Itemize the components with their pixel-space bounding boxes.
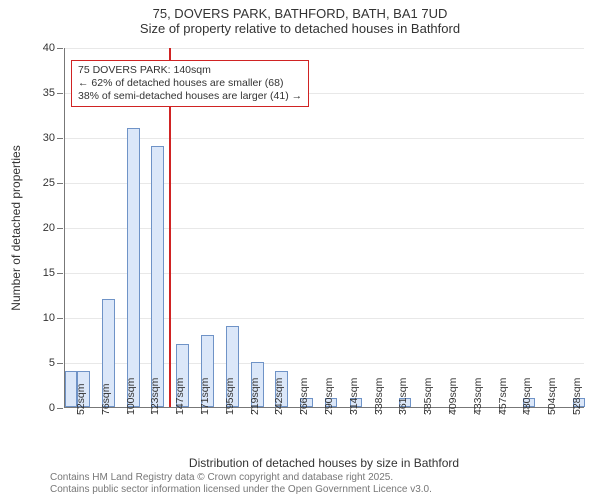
annotation-box: 75 DOVERS PARK: 140sqm ← 62% of detached… xyxy=(71,60,309,107)
y-tick-label: 30 xyxy=(43,132,65,144)
y-axis-title: Number of detached properties xyxy=(9,145,23,310)
title-address: 75, DOVERS PARK, BATHFORD, BATH, BA1 7UD xyxy=(0,6,600,21)
y-tick-label: 0 xyxy=(49,402,65,414)
x-tick-label: 409sqm xyxy=(447,378,459,415)
x-tick-label: 457sqm xyxy=(497,378,509,415)
gridline xyxy=(65,318,584,319)
annotation-line-2: ← 62% of detached houses are smaller (68… xyxy=(78,77,302,90)
gridline xyxy=(65,138,584,139)
x-tick-label: 195sqm xyxy=(224,378,236,415)
gridline xyxy=(65,48,584,49)
x-tick-label: 123sqm xyxy=(149,378,161,415)
x-tick-label: 219sqm xyxy=(249,378,261,415)
y-tick-label: 10 xyxy=(43,312,65,324)
y-tick-label: 25 xyxy=(43,177,65,189)
y-tick-label: 20 xyxy=(43,222,65,234)
x-tick-label: 76sqm xyxy=(100,383,112,415)
annotation-line-1: 75 DOVERS PARK: 140sqm xyxy=(78,64,302,77)
footer-line-2: Contains public sector information licen… xyxy=(50,484,432,496)
gridline xyxy=(65,183,584,184)
y-tick-label: 35 xyxy=(43,87,65,99)
y-tick-label: 40 xyxy=(43,42,65,54)
y-tick-label: 5 xyxy=(49,357,65,369)
histogram-bar xyxy=(151,146,163,407)
plot-area: 0510152025303540 75 DOVERS PARK: 140sqm … xyxy=(64,48,584,408)
x-tick-label: 100sqm xyxy=(125,378,137,415)
gridline xyxy=(65,363,584,364)
y-tick-label: 15 xyxy=(43,267,65,279)
title-subtitle: Size of property relative to detached ho… xyxy=(0,21,600,36)
x-tick-label: 242sqm xyxy=(273,378,285,415)
x-axis-title: Distribution of detached houses by size … xyxy=(64,456,584,470)
x-tick-label: 338sqm xyxy=(373,378,385,415)
histogram-bar xyxy=(127,128,139,407)
x-tick-label: 504sqm xyxy=(546,378,558,415)
chart-container: 75, DOVERS PARK, BATHFORD, BATH, BA1 7UD… xyxy=(0,0,600,500)
x-tick-label: 314sqm xyxy=(348,378,360,415)
footer-attribution: Contains HM Land Registry data © Crown c… xyxy=(50,472,432,496)
annotation-line-3: 38% of semi-detached houses are larger (… xyxy=(78,90,302,103)
x-tick-label: 480sqm xyxy=(521,378,533,415)
x-tick-label: 528sqm xyxy=(571,378,583,415)
x-tick-label: 171sqm xyxy=(199,378,211,415)
footer-line-1: Contains HM Land Registry data © Crown c… xyxy=(50,472,432,484)
x-tick-label: 52sqm xyxy=(75,383,87,415)
gridline xyxy=(65,273,584,274)
x-tick-label: 290sqm xyxy=(323,378,335,415)
x-tick-label: 147sqm xyxy=(174,378,186,415)
x-tick-label: 433sqm xyxy=(472,378,484,415)
x-tick-label: 266sqm xyxy=(298,378,310,415)
title-block: 75, DOVERS PARK, BATHFORD, BATH, BA1 7UD… xyxy=(0,6,600,36)
x-tick-label: 361sqm xyxy=(397,378,409,415)
gridline xyxy=(65,228,584,229)
x-tick-label: 385sqm xyxy=(422,378,434,415)
